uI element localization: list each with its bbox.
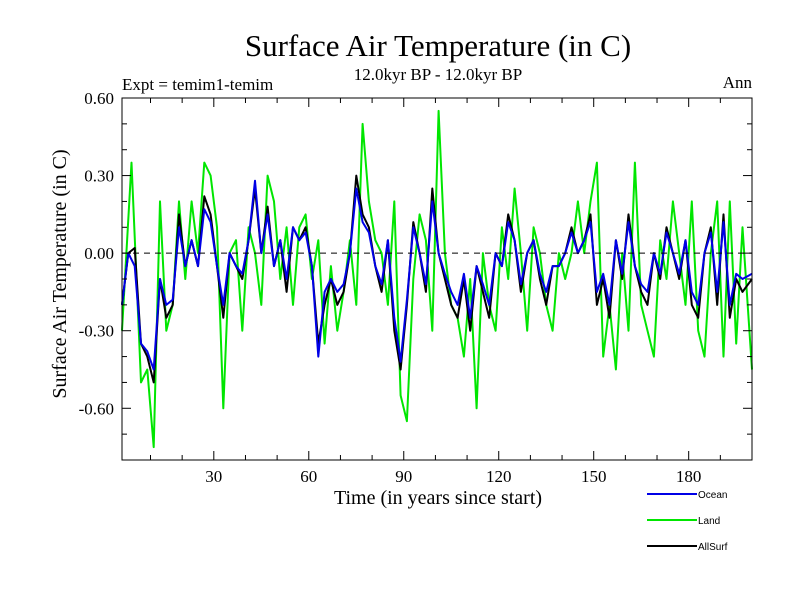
x-tick-label: 60	[300, 467, 317, 486]
chart-title: Surface Air Temperature (in C)	[245, 28, 631, 63]
y-tick-label: 0.30	[84, 167, 114, 186]
y-axis-label: Surface Air Temperature (in C)	[49, 149, 71, 398]
plot-frame	[121, 97, 753, 461]
tick-layer: 0.60 0.30 0.00 -0.30 -0.60 30 60 90 120 150 180	[79, 89, 752, 486]
x-tick-label: 30	[205, 467, 222, 486]
legend-label-ocean: Ocean	[698, 490, 727, 501]
x-tick-label: 150	[581, 467, 607, 486]
series-line-land	[121, 109, 753, 449]
series-line-ocean	[121, 179, 753, 371]
x-tick-label: 90	[395, 467, 412, 486]
y-tick-label: -0.60	[79, 399, 114, 418]
season-label: Ann	[723, 73, 753, 92]
legend-label-land: Land	[698, 516, 720, 527]
y-tick-label: 0.00	[84, 244, 114, 263]
chart-subtitle: 12.0kyr BP - 12.0kyr BP	[354, 65, 522, 84]
legend-label-allsurf: AllSurf	[698, 542, 728, 553]
x-tick-label: 180	[676, 467, 702, 486]
x-axis-label: Time (in years since start)	[334, 487, 542, 509]
y-tick-label: -0.30	[79, 322, 114, 341]
x-tick-label: 120	[486, 467, 512, 486]
legend: Ocean Land AllSurf	[647, 490, 728, 553]
series-layer	[121, 109, 753, 449]
experiment-label: Expt = temim1-temim	[122, 75, 273, 94]
y-tick-label: 0.60	[84, 89, 114, 108]
